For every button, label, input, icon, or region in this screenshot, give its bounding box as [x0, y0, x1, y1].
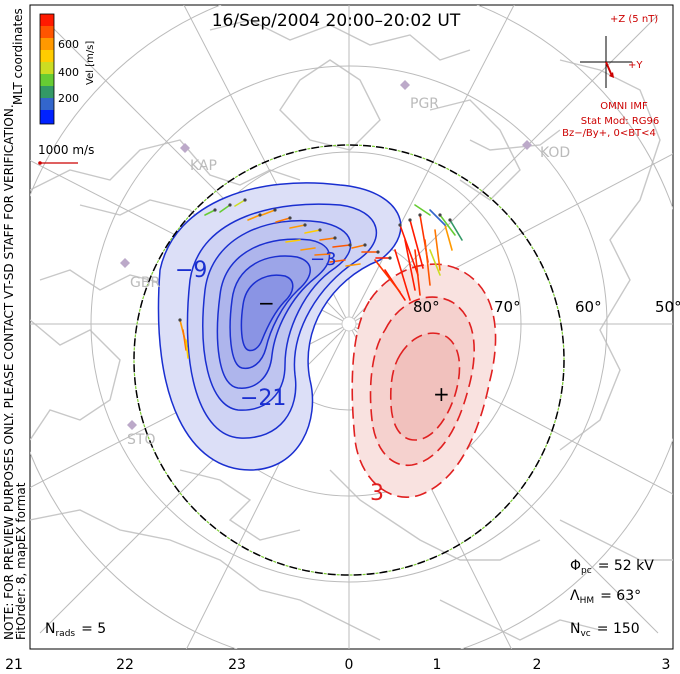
velocity-vectors: [179, 199, 463, 359]
plot-title: 16/Sep/2004 20:00–20:02 UT: [212, 11, 461, 31]
nrads-stat: Nrads = 5: [45, 621, 106, 639]
potential-maximum-marker: +: [433, 382, 450, 406]
svg-text:Nrads= 5: Nrads = 5: [45, 621, 106, 639]
colorbar-bin: [40, 110, 54, 124]
lat-label-70: 70°: [494, 298, 521, 316]
station-label-gbr: GBR: [130, 275, 160, 291]
colorbar-tick-400: 400: [58, 66, 79, 79]
cross-polar-potential-stat: Φpc = 52 kV: [570, 558, 654, 576]
contour-label-minus21: −21: [240, 386, 286, 411]
lat-label-80: 80°: [413, 298, 440, 316]
potential-minimum-marker: −: [258, 291, 275, 315]
contour-label-plus3: 3: [370, 481, 384, 506]
station-label-kod: KOD: [540, 145, 570, 161]
colorbar-label: Vel [m/s]: [85, 41, 96, 85]
vector-scale-origin: [38, 161, 42, 165]
mlt-label-21: 21: [5, 657, 23, 673]
colorbar-bin: [40, 38, 54, 50]
colorbar-bin: [40, 98, 54, 110]
vector-scale-label: 1000 m/s: [38, 143, 94, 157]
mlt-label-23: 23: [228, 657, 246, 673]
colorbar-tick-600: 600: [58, 38, 79, 51]
colorbar-tick-200: 200: [58, 92, 79, 105]
station-label-pgr: PGR: [410, 96, 439, 112]
hm-boundary-ticks: [133, 144, 565, 576]
mlt-label-0: 0: [345, 657, 354, 673]
colorbar-bin: [40, 14, 54, 26]
contour-label-minus9: −9: [175, 258, 207, 283]
negative-cell: [157, 182, 402, 471]
colorbar-bin: [40, 74, 54, 86]
stat-model: Stat Mod: RG96: [581, 116, 660, 127]
svg-text:ΛHM= 63°: ΛHM = 63°: [570, 588, 641, 606]
mlt-label-1: 1: [433, 657, 442, 673]
imf-source: OMNI IMF: [600, 101, 648, 112]
coordinate-system-label: MLT coordinates: [11, 8, 25, 105]
colorbar-bin: [40, 86, 54, 98]
fit-order-note: FitOrder: 8, mapEX format: [14, 482, 28, 640]
vector-origins: [178, 198, 452, 322]
mlt-label-3: 3: [662, 657, 671, 673]
mlt-label-22: 22: [116, 657, 134, 673]
imf-condition: Bz−/By+, 0<BT<4: [562, 128, 656, 139]
vector-count-stat: Nvc = 150: [570, 621, 640, 639]
station-markers: [120, 80, 532, 430]
hm-latitude-stat: ΛHM = 63°: [570, 588, 641, 606]
positive-cell: [351, 263, 497, 498]
magnetic-pole-marker: [341, 316, 357, 332]
contour-label-minus3: −3: [310, 249, 337, 270]
mlt-label-2: 2: [533, 657, 542, 673]
velocity-colorbar: 600 400 200 Vel [m/s]: [39, 13, 96, 125]
lat-label-50: 50°: [655, 298, 680, 316]
coastlines: [30, 19, 673, 641]
imf-bz-axis-label: +Z (5 nT): [610, 14, 658, 25]
svg-text:Nvc= 150: Nvc = 150: [570, 621, 640, 639]
colorbar-bin: [40, 62, 54, 74]
station-label-sto: STO: [127, 432, 155, 448]
lat-label-60: 60°: [575, 298, 602, 316]
station-label-kap: KAP: [190, 158, 217, 174]
imf-by-axis-label: +Y: [628, 60, 643, 71]
colorbar-bin: [40, 50, 54, 62]
colorbar-bin: [40, 26, 54, 38]
svg-text:Φpc= 52 kV: Φpc = 52 kV: [570, 558, 654, 576]
imf-clock-dial: [580, 36, 632, 88]
preview-note: NOTE: FOR PREVIEW PURPOSES ONLY. PLEASE …: [2, 104, 16, 640]
